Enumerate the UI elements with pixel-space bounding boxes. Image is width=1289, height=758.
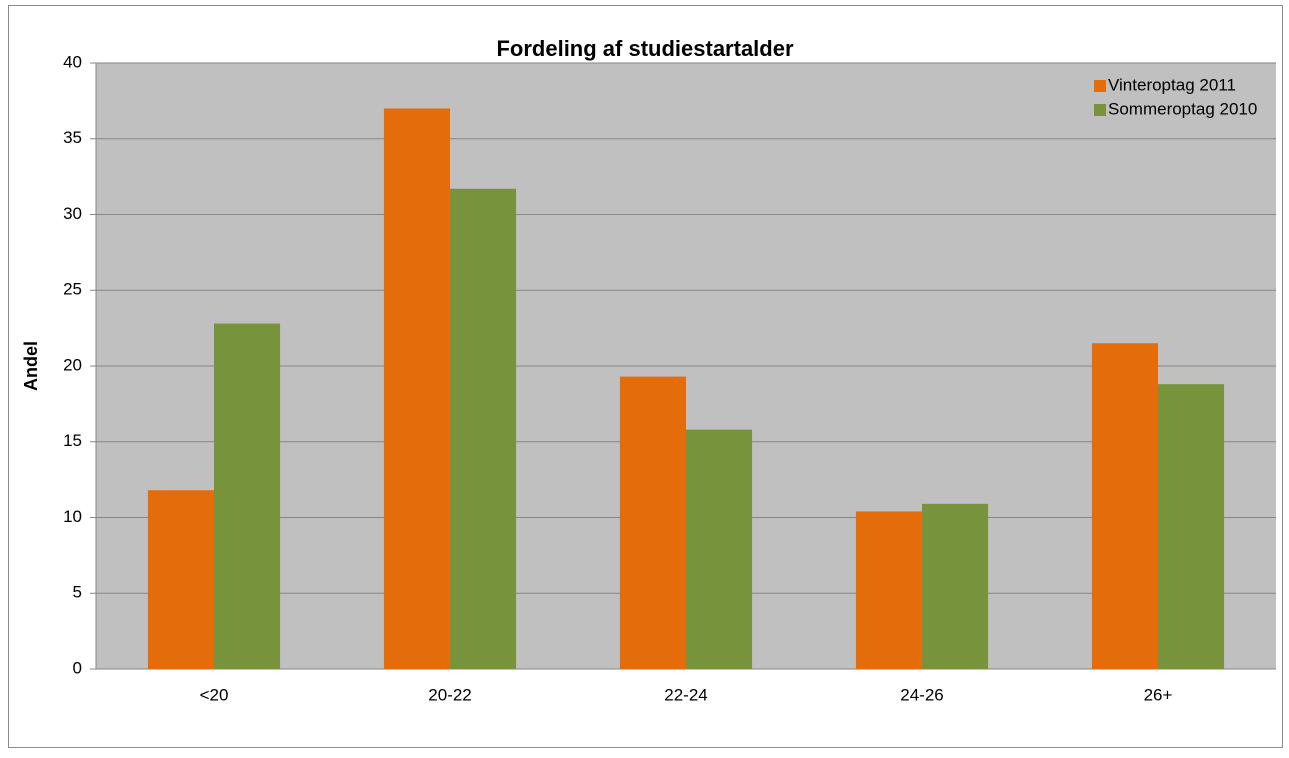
bar <box>686 429 753 669</box>
legend-label: Vinteroptag 2011 <box>1108 75 1236 94</box>
y-tick-label: 35 <box>63 128 82 147</box>
y-tick-label: 30 <box>63 204 82 223</box>
y-tick-label: 25 <box>63 280 82 299</box>
bar <box>1158 384 1225 669</box>
x-tick-label: 24-26 <box>900 685 943 704</box>
legend-label: Sommeroptag 2010 <box>1108 99 1257 118</box>
bar <box>214 323 281 669</box>
bar <box>1091 343 1158 669</box>
legend-swatch <box>1094 104 1106 116</box>
bar <box>450 188 517 669</box>
y-tick-label: 20 <box>63 355 82 374</box>
x-tick-label: <20 <box>200 685 229 704</box>
x-tick-label: 22-24 <box>664 685 707 704</box>
bar <box>619 376 686 669</box>
y-axis-label: Andel <box>21 341 41 391</box>
bar <box>147 490 214 669</box>
x-tick-label: 20-22 <box>428 685 471 704</box>
x-tick-label: 26+ <box>1144 685 1173 704</box>
bar <box>383 108 450 669</box>
legend-swatch <box>1094 80 1106 92</box>
chart-title: Fordeling af studiestartalder <box>496 36 793 61</box>
y-tick-label: 5 <box>73 583 82 602</box>
bar <box>922 503 989 669</box>
y-tick-label: 15 <box>63 431 82 450</box>
bar <box>855 511 922 669</box>
y-tick-label: 10 <box>63 507 82 526</box>
y-tick-label: 40 <box>63 52 82 71</box>
y-tick-label: 0 <box>73 658 82 677</box>
